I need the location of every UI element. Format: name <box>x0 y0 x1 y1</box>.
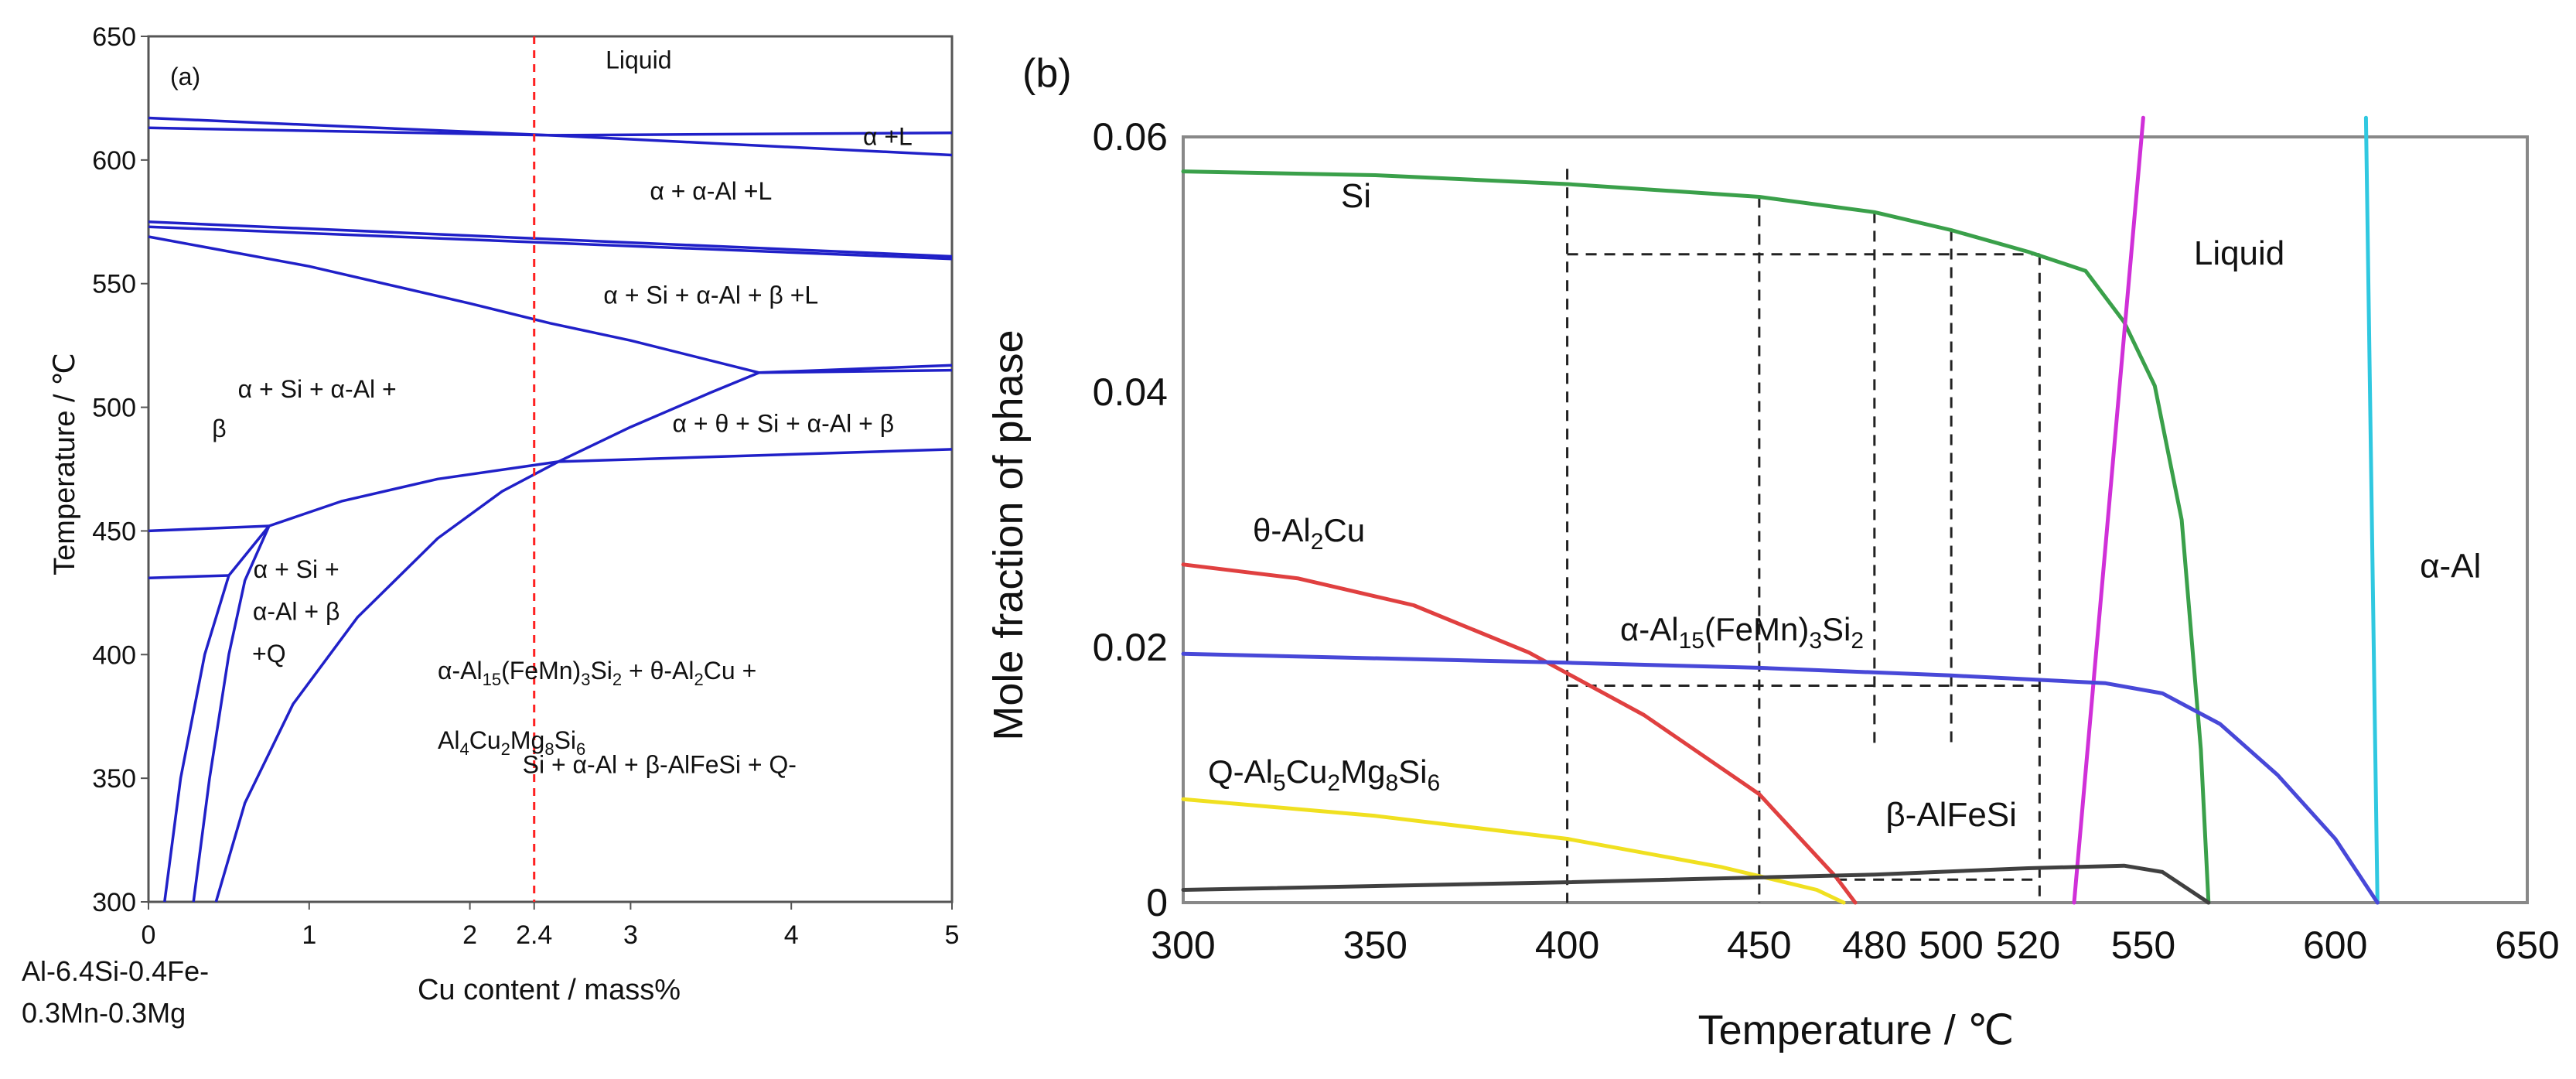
x-tick-label-400: 400 <box>1535 924 1599 967</box>
panel-a-phase-boundaries <box>148 116 953 903</box>
y-tick-label-650: 650 <box>92 22 136 52</box>
y-tick-label-0-06: 0.06 <box>1093 115 1168 159</box>
x-tick-label-0: 0 <box>142 920 156 950</box>
series-liquid <box>2072 115 2145 905</box>
alloy-composition-line-2: 0.3Mn-0.3Mg <box>22 997 186 1029</box>
x-tick-label-1: 1 <box>302 920 316 950</box>
boundary-solvus-2 <box>192 525 271 903</box>
panel-b-y-axis-title: Mole fraction of phase <box>985 330 1032 740</box>
boundary-liquidus-lower <box>148 126 953 157</box>
panel-b-annotations: Si Liquid α-Al β-AlFeSi <box>1341 177 2481 834</box>
phase-label-q-phase: Q-Al5Cu2Mg8Si6 <box>1208 753 1440 796</box>
x-tick-label-5: 5 <box>945 920 960 950</box>
panel-b-phase-curves <box>1181 115 2380 905</box>
phase-label-q-formula: Al4Cu2Mg8Si6 <box>438 726 585 759</box>
x-tick-label-600: 600 <box>2303 924 2367 967</box>
phase-label-l: α +L <box>863 123 913 151</box>
phase-label-si-al: α + θ + Si + α-Al + β <box>672 410 894 438</box>
phase-label-si-al-alfesi-q: Si + α-Al + β-AlFeSi + Q- <box>523 751 797 779</box>
phase-label-liquid: Liquid <box>2194 234 2284 272</box>
boundary-liquidus-upper <box>148 116 953 137</box>
boundary-eutectic-lower <box>759 368 953 374</box>
panel-b-dashed-guides <box>1566 169 2041 903</box>
panel-b-y-ticks: 0 0.02 0.04 0.06 <box>1093 115 1168 924</box>
y-tick-label-600: 600 <box>92 146 136 176</box>
boundary-si-lower <box>148 225 953 261</box>
phase-label-al: α-Al <box>2420 547 2481 585</box>
x-tick-label-550: 550 <box>2111 924 2175 967</box>
panel-b-label: (b) <box>1022 51 1072 96</box>
series-al2cu <box>1181 562 1858 905</box>
x-tick-label-480: 480 <box>1842 924 1906 967</box>
y-tick-label-0-02: 0.02 <box>1093 626 1168 669</box>
y-tick-label-350: 350 <box>92 764 136 794</box>
alloy-composition-line-1: Al-6.4Si-0.4Fe- <box>22 955 209 987</box>
y-tick-label-450: 450 <box>92 517 136 546</box>
x-tick-label-520: 520 <box>1996 924 2060 967</box>
panel-a-frame <box>147 35 954 903</box>
boundary-theta-line <box>558 448 953 463</box>
panel-a-y-ticks: 300 350 400 450 500 550 600 650 <box>92 22 148 917</box>
y-tick-label-550: 550 <box>92 270 136 299</box>
series-si <box>1181 169 2211 905</box>
panel-b: (b) 0 0.02 0.04 0.06 300 350 400 450 480 500 520 5… <box>985 51 2560 1053</box>
x-tick-label-450: 450 <box>1727 924 1791 967</box>
panel-b-x-axis-title: Temperature / ℃ <box>1698 1007 2015 1053</box>
panel-a-annotations: Liquid α +L α + α-Al +L α + Si + α-Al + β +… <box>212 46 913 779</box>
x-tick-label-300: 300 <box>1151 924 1215 967</box>
panel-a-x-ticks: 0 1 2 2.4 3 4 5 <box>142 902 960 950</box>
x-tick-label-500: 500 <box>1919 924 1983 967</box>
boundary-si-upper <box>148 220 953 258</box>
boundary-solvus-1 <box>163 575 230 903</box>
x-tick-label-2-4: 2.4 <box>516 920 552 950</box>
boundary-theta-upper <box>558 371 760 463</box>
x-tick-label-4: 4 <box>784 920 799 950</box>
x-tick-label-650: 650 <box>2495 924 2559 967</box>
series-q-al5cu2mg8si6 <box>1181 797 1846 905</box>
phase-label-alfesi: β-AlFeSi <box>1885 796 2017 834</box>
series-al <box>2363 115 2380 905</box>
boundary-q-boundary <box>268 460 559 528</box>
boundary-q-edge <box>227 524 271 577</box>
series-al15-femn-3si2 <box>1181 651 2380 905</box>
phase-label-alpha-al15: α-Al15(FeMn)3Si2 <box>1620 611 1864 654</box>
y-tick-label-0: 0 <box>1146 881 1168 924</box>
phase-label-si-al-l: α + Si + α-Al + β +L <box>603 281 818 309</box>
panel-a-label: (a) <box>170 63 200 90</box>
panel-a-x-axis-title: Cu content / mass% <box>418 974 681 1006</box>
phase-label-item: β <box>212 415 226 442</box>
x-tick-label-350: 350 <box>1343 924 1407 967</box>
y-tick-label-500: 500 <box>92 394 136 423</box>
phase-label-theta-al2cu: θ-Al2Cu <box>1253 512 1365 555</box>
panel-a: (a) 300 350 400 450 500 550 600 650 0 1 2 2.4 3 4 5 L… <box>22 22 959 1029</box>
boundary-q-solvus-lower <box>148 574 229 579</box>
panel-a-y-axis-title: Temperature / ℃ <box>49 353 81 575</box>
x-tick-label-2: 2 <box>462 920 477 950</box>
y-tick-label-0-04: 0.04 <box>1093 370 1168 414</box>
y-tick-label-300: 300 <box>92 888 136 917</box>
x-tick-label-3: 3 <box>623 920 638 950</box>
phase-label-al-l: α + α-Al +L <box>650 177 772 205</box>
panel-b-x-ticks: 300 350 400 450 480 500 520 550 600 650 <box>1151 924 2559 967</box>
series-alfesi <box>1181 863 2211 905</box>
phase-label-alpha-theta: α-Al15(FeMn)3Si2 + θ-Al2Cu + <box>438 657 756 689</box>
phase-label-si-al: α + Si + α-Al + <box>238 375 397 403</box>
phase-label-liquid: Liquid <box>606 46 671 74</box>
phase-label-si: α + Si + <box>254 555 339 583</box>
boundary-q-solvus-upper <box>148 524 269 533</box>
phase-label-al: α-Al + β <box>253 598 339 626</box>
phase-label-si: Si <box>1341 177 1371 215</box>
phase-label-q: +Q <box>252 640 286 668</box>
y-tick-label-400: 400 <box>92 640 136 670</box>
boundary-solvus-3 <box>214 460 559 903</box>
boundary-beta-boundary <box>148 235 760 374</box>
